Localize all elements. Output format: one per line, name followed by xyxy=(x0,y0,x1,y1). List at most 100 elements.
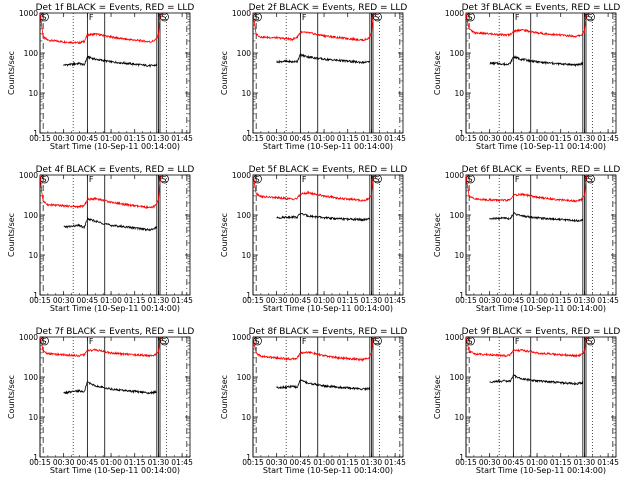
event-marker-label: S xyxy=(375,13,380,22)
chart-title: Det 3f BLACK = Events, RED = LLD xyxy=(462,3,621,13)
x-tick-label: 00:45 xyxy=(77,296,99,305)
y-tick-label: 1 xyxy=(459,453,464,462)
x-axis-label: Start Time (10-Sep-11 00:14:00) xyxy=(263,466,393,475)
y-tick-label: 1 xyxy=(459,129,464,138)
y-tick-label: 1000 xyxy=(232,333,251,342)
event-marker-label: S xyxy=(375,175,380,184)
x-tick-label: 01:30 xyxy=(148,134,170,143)
event-marker-label: S xyxy=(375,337,380,346)
series-events-line xyxy=(489,55,584,68)
series-lld-line xyxy=(39,174,162,210)
x-tick-label: 01:45 xyxy=(597,134,619,143)
y-tick-label: 1 xyxy=(246,291,251,300)
event-marker-label: F xyxy=(515,337,520,346)
event-marker-label: F xyxy=(302,175,307,184)
x-axis-label: Start Time (10-Sep-11 00:14:00) xyxy=(476,466,606,475)
x-tick-label: 01:45 xyxy=(171,134,193,143)
x-tick-label: 00:30 xyxy=(266,296,288,305)
y-tick-label: 1000 xyxy=(232,9,251,18)
event-marker-circle xyxy=(466,336,475,346)
x-tick-label: 00:15 xyxy=(242,296,264,305)
x-tick-label: 01:00 xyxy=(100,296,122,305)
x-axis-label: Start Time (10-Sep-11 00:14:00) xyxy=(476,142,606,151)
x-tick-label: 01:15 xyxy=(124,134,146,143)
series-lld-line xyxy=(39,12,162,45)
x-tick-label: 01:45 xyxy=(171,296,193,305)
x-tick-label: 01:45 xyxy=(384,134,406,143)
y-tick-label: 100 xyxy=(237,211,252,220)
y-tick-label: 1 xyxy=(33,453,38,462)
y-axis-label: Counts/sec xyxy=(433,375,442,419)
series-events-line xyxy=(276,378,371,392)
y-tick-label: 1 xyxy=(246,129,251,138)
event-marker-circle xyxy=(40,336,49,346)
plot-frame xyxy=(465,12,617,134)
y-tick-label: 10 xyxy=(28,89,38,98)
x-tick-label: 00:45 xyxy=(503,458,525,467)
x-tick-label: 00:15 xyxy=(242,458,264,467)
x-tick-label: 00:30 xyxy=(479,296,501,305)
event-marker-label: S xyxy=(468,337,473,346)
event-marker-label: S xyxy=(255,175,260,184)
event-marker-circle xyxy=(160,336,169,346)
event-marker-label: S xyxy=(42,337,47,346)
x-tick-label: 00:45 xyxy=(290,296,312,305)
x-tick-label: 01:00 xyxy=(526,134,548,143)
x-tick-label: 01:15 xyxy=(337,458,359,467)
chart-title: Det 2f BLACK = Events, RED = LLD xyxy=(249,3,408,13)
series-events-line xyxy=(489,211,584,223)
series-events-line xyxy=(276,53,371,65)
x-tick-label: 01:00 xyxy=(100,458,122,467)
x-tick-label: 00:15 xyxy=(242,134,264,143)
series-events-line xyxy=(63,55,158,69)
plot-frame xyxy=(39,12,191,134)
y-tick-label: 1 xyxy=(459,291,464,300)
y-tick-label: 10 xyxy=(454,89,464,98)
x-tick-label: 00:30 xyxy=(266,458,288,467)
x-tick-label: 01:45 xyxy=(597,296,619,305)
x-axis-label: Start Time (10-Sep-11 00:14:00) xyxy=(476,304,606,313)
event-marker-label: F xyxy=(302,337,307,346)
x-tick-label: 01:15 xyxy=(550,458,572,467)
series-events-line xyxy=(276,212,370,222)
x-tick-label: 00:45 xyxy=(77,134,99,143)
series-lld-line xyxy=(252,12,375,42)
y-tick-label: 1000 xyxy=(19,333,38,342)
event-marker-circle xyxy=(586,336,595,346)
y-tick-label: 10 xyxy=(241,89,251,98)
x-tick-label: 01:15 xyxy=(124,296,146,305)
plot-frame xyxy=(465,174,617,296)
series-lld-line xyxy=(465,174,588,203)
x-axis-label: Start Time (10-Sep-11 00:14:00) xyxy=(50,304,180,313)
series-lld-line xyxy=(39,336,162,358)
chart-title: Det 1f BLACK = Events, RED = LLD xyxy=(36,3,195,13)
x-tick-label: 01:00 xyxy=(100,134,122,143)
chart-title: Det 7f BLACK = Events, RED = LLD xyxy=(36,327,195,337)
y-tick-label: 100 xyxy=(450,211,465,220)
x-tick-label: 01:30 xyxy=(148,458,170,467)
y-tick-label: 100 xyxy=(24,373,39,382)
x-tick-label: 01:30 xyxy=(361,296,383,305)
y-axis-label: Counts/sec xyxy=(220,51,229,95)
series-events-line xyxy=(63,216,158,232)
y-axis-label: Counts/sec xyxy=(433,213,442,257)
x-tick-label: 01:30 xyxy=(361,458,383,467)
y-tick-label: 10 xyxy=(454,251,464,260)
y-tick-label: 10 xyxy=(28,251,38,260)
y-tick-label: 100 xyxy=(24,49,39,58)
event-marker-label: S xyxy=(162,337,167,346)
x-tick-label: 01:30 xyxy=(574,134,596,143)
y-tick-label: 10 xyxy=(241,413,251,422)
event-marker-label: S xyxy=(42,13,47,22)
y-tick-label: 1000 xyxy=(445,9,464,18)
x-tick-label: 00:45 xyxy=(503,296,525,305)
y-tick-label: 100 xyxy=(24,211,39,220)
x-tick-label: 01:30 xyxy=(148,296,170,305)
event-marker-label: S xyxy=(42,175,47,184)
x-tick-label: 00:30 xyxy=(53,296,75,305)
